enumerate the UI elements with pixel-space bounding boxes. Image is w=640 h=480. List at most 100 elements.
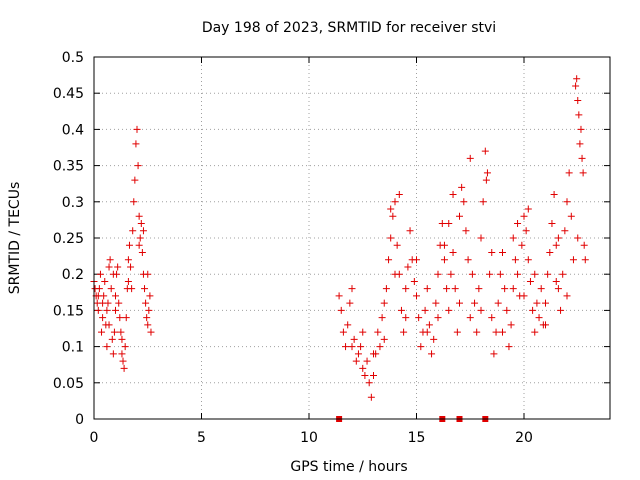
y-tick-label: 0.3 (62, 195, 84, 211)
y-axis-label: SRMTID / TECUs (7, 182, 23, 295)
data-point (346, 299, 354, 307)
data-point (509, 234, 517, 242)
data-point (559, 270, 567, 278)
data-point (95, 285, 103, 293)
data-point (477, 306, 485, 314)
data-point (542, 321, 549, 329)
data-point (134, 162, 142, 170)
data-point (440, 241, 448, 249)
data-point (359, 328, 367, 336)
data-point (449, 248, 457, 256)
data-point (520, 212, 528, 220)
data-point (567, 212, 575, 220)
axis-ticks: 0 5 10 15 20 0 0.05 0.1 0.15 0.2 0.25 0.3 0.35 0.4 0.4… (53, 50, 610, 446)
data-point (462, 227, 470, 235)
data-point (109, 350, 117, 358)
chart-title: Day 198 of 2023, SRMTID for receiver stv… (202, 20, 496, 36)
data-point (481, 147, 489, 155)
data-point (488, 248, 496, 256)
grid (94, 57, 610, 419)
data-point (145, 306, 153, 314)
data-point (135, 241, 143, 249)
data-point (96, 270, 104, 278)
data-point (114, 263, 122, 271)
data-point (482, 176, 490, 184)
data-point (552, 241, 560, 249)
data-point (524, 256, 532, 264)
data-point (116, 314, 124, 322)
data-point (537, 285, 545, 293)
data-point (391, 198, 399, 206)
data-point (391, 270, 399, 278)
data-point (434, 270, 442, 278)
data-point (473, 328, 481, 336)
data-point (105, 321, 113, 329)
data-point (451, 285, 459, 293)
data-point (363, 357, 371, 365)
data-point (458, 183, 466, 191)
data-point (438, 220, 446, 228)
data-point (503, 306, 511, 314)
data-point (531, 328, 539, 336)
data-point (142, 299, 150, 307)
data-point (475, 285, 483, 293)
data-point (108, 335, 116, 343)
data-point (374, 328, 382, 336)
data-point (128, 285, 136, 293)
data-point (499, 328, 506, 336)
data-point (146, 292, 154, 300)
data-point (466, 314, 474, 322)
data-point (544, 270, 552, 278)
data-point (335, 292, 343, 300)
data-point (98, 328, 106, 336)
data-point (483, 169, 491, 177)
data-point (550, 191, 558, 199)
data-point (112, 292, 119, 300)
data-point (449, 191, 457, 199)
data-point (144, 321, 152, 329)
data-point (137, 220, 145, 228)
data-point (580, 241, 588, 249)
data-point (563, 292, 571, 300)
data-point (115, 299, 123, 307)
data-point (109, 270, 117, 278)
data-point (577, 125, 585, 133)
data-point (339, 328, 347, 336)
data-point (445, 306, 453, 314)
data-point (415, 314, 423, 322)
data-point (511, 256, 519, 264)
data-point (573, 75, 581, 83)
data-point (535, 314, 543, 322)
data-point (357, 343, 365, 351)
data-point (574, 234, 582, 242)
x-tick-label: 15 (408, 430, 426, 446)
data-point (561, 227, 569, 235)
data-point (548, 220, 556, 228)
data-point (352, 357, 360, 365)
data-point (103, 343, 111, 351)
data-point (552, 277, 560, 285)
y-tick-label: 0.15 (53, 303, 84, 319)
data-point (520, 292, 528, 300)
plot-frame (93, 56, 611, 420)
data-point (572, 82, 580, 90)
data-point (501, 285, 509, 293)
data-point (574, 96, 582, 104)
data-point (509, 285, 517, 293)
data-point (421, 306, 429, 314)
data-point (531, 270, 539, 278)
data-point (129, 227, 137, 235)
data-point (447, 270, 455, 278)
data-points (90, 75, 589, 422)
data-point (125, 241, 133, 249)
data-point (121, 343, 129, 351)
data-point (400, 328, 408, 336)
data-point (94, 306, 102, 314)
data-point (554, 234, 562, 242)
data-point (378, 314, 386, 322)
data-point (344, 321, 352, 329)
data-point (136, 234, 144, 242)
data-point (425, 321, 433, 329)
data-point (522, 227, 530, 235)
